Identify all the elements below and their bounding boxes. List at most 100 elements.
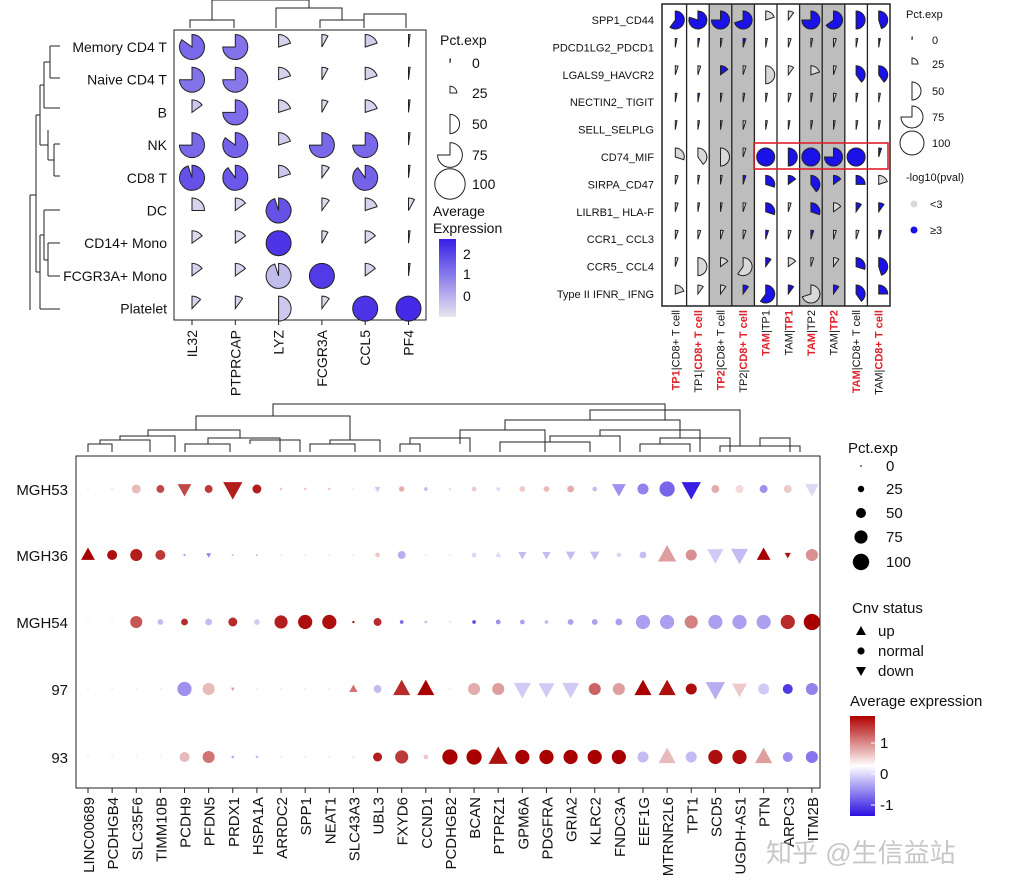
bt-legend-cnv-title: Cnv status bbox=[852, 600, 923, 617]
tr-legend-size-pie-75 bbox=[900, 105, 924, 129]
bt-legend-size-dot-100 bbox=[852, 553, 870, 571]
bt-mark-mgh54-prdx1 bbox=[228, 617, 238, 627]
tl-row-label-cd14-mono: CD14+ Mono bbox=[84, 235, 167, 251]
tr-pie-type-ii-ifnr-ifng-col0 bbox=[674, 284, 685, 295]
tr-legend-color-dot-0 bbox=[910, 200, 918, 208]
bt-mark-mgh53-slc43a3 bbox=[352, 487, 355, 491]
tr-pie-sirpa-cd47-col4 bbox=[765, 174, 776, 188]
bt-mark-mgh36-prdx1 bbox=[231, 554, 235, 557]
tl-pie-b-il32 bbox=[191, 99, 203, 114]
tr-col-label-7-part-1: TP2 bbox=[829, 310, 841, 330]
tl-pie-naive-cd4-t-pf4 bbox=[408, 66, 411, 80]
bt-mark-93-klrc2 bbox=[587, 749, 602, 765]
bt-mark-97-hspa1a bbox=[255, 687, 258, 691]
tl-legend-size-label-25: 25 bbox=[472, 85, 488, 101]
bt-mark-93-arrdc2 bbox=[280, 755, 283, 759]
tr-pie-lgals9-havcr2-col5 bbox=[787, 65, 795, 77]
bt-mark-mgh53-ubl3 bbox=[374, 486, 381, 493]
tr-pie-ccr1-ccl3-col2 bbox=[720, 229, 724, 240]
bt-mark-mgh54-slc35f6 bbox=[130, 615, 143, 629]
bt-legend-size-title: Pct.exp bbox=[848, 440, 898, 457]
bt-legend-cnv-down-icon bbox=[856, 667, 866, 676]
bt-mark-mgh36-scd5 bbox=[707, 549, 724, 564]
tl-pie-cd8-t-lyz bbox=[278, 164, 292, 179]
bt-mark-mgh54-ccnd1 bbox=[424, 620, 428, 624]
bt-col-label-pfdn5: PFDN5 bbox=[202, 797, 219, 846]
bt-mark-mgh36-timm10b bbox=[155, 550, 166, 560]
tr-pie-nectin2-tigit-col8 bbox=[855, 92, 859, 103]
tr-pie-ccr5-ccl4-col5 bbox=[787, 257, 797, 268]
tl-pie-cd8-t-ptprcap bbox=[222, 164, 249, 191]
bt-mark-97-spp1 bbox=[304, 687, 307, 691]
top-right-pie-marks bbox=[669, 10, 889, 304]
tl-pie-cd8-t-il32 bbox=[179, 164, 205, 191]
tr-pie-sell-selplg-col1 bbox=[697, 120, 701, 130]
bt-mark-mgh54-itm2b bbox=[803, 613, 821, 631]
bt-mark-mgh36-neat1 bbox=[328, 553, 331, 557]
tr-pie-ccr5-ccl4-col1 bbox=[697, 257, 708, 277]
tl-pie-b-lyz bbox=[278, 99, 292, 114]
tr-pie-lgals9-havcr2-col6 bbox=[810, 65, 821, 76]
tr-pie-pdcd1lg2-pdcd1-col2 bbox=[720, 37, 723, 48]
tr-pie-lgals9-havcr2-col7 bbox=[833, 65, 837, 75]
tr-pie-lilrb1-hla-f-col0 bbox=[674, 202, 679, 212]
bt-mark-93-hspa1a bbox=[255, 755, 259, 759]
tr-col-label-1-part-2: CD8+ T cell bbox=[693, 310, 705, 370]
bt-mark-97-scd5 bbox=[705, 682, 726, 700]
tr-pie-sirpa-cd47-col7 bbox=[833, 174, 842, 186]
bt-mark-mgh36-itm2b bbox=[805, 548, 818, 562]
bt-mark-mgh36-arpc3 bbox=[784, 552, 791, 559]
bt-mark-mgh53-eef1g bbox=[637, 483, 649, 495]
tr-col-label-9: TAM|CD8+ T cell bbox=[874, 310, 886, 395]
bt-mark-mgh36-slc43a3 bbox=[352, 553, 355, 557]
bt-mark-mgh36-ccnd1 bbox=[424, 553, 427, 557]
tr-pie-spp1-cd44-col3 bbox=[733, 10, 753, 30]
tr-pie-lilrb1-hla-f-col2 bbox=[720, 202, 723, 212]
bt-mark-97-timm10b bbox=[159, 687, 162, 691]
bt-col-label-slc35f6: SLC35F6 bbox=[129, 797, 146, 860]
bt-mark-mgh54-pcdhgb2 bbox=[448, 620, 452, 624]
tl-pie-memory-cd4-t-il32 bbox=[179, 33, 205, 60]
tl-pie-nk-lyz bbox=[278, 132, 292, 146]
tl-pie-nk-fcgr3a bbox=[308, 132, 335, 159]
bt-legend-color-title: Average expression bbox=[850, 693, 982, 710]
bt-legend-size-dot-75 bbox=[854, 530, 868, 544]
tr-row-label-spp1-cd44: SPP1_CD44 bbox=[592, 15, 654, 27]
tr-pie-ccr5-ccl4-col2 bbox=[720, 257, 729, 268]
tr-row-label-ccr1-ccl3: CCR1_ CCL3 bbox=[587, 234, 654, 246]
bt-mark-mgh54-pcdh9 bbox=[181, 618, 188, 626]
tr-pie-lilrb1-hla-f-col8 bbox=[855, 202, 863, 214]
bt-mark-mgh54-klrc2 bbox=[591, 619, 598, 625]
tr-pie-lilrb1-hla-f-col3 bbox=[742, 202, 747, 212]
bt-mark-93-timm10b bbox=[159, 756, 162, 758]
bt-mark-97-ptn bbox=[758, 683, 770, 695]
bt-col-label-ptprz1: PTPRZ1 bbox=[491, 797, 508, 855]
bt-mark-93-prdx1 bbox=[231, 755, 235, 759]
tr-pie-ccr1-ccl3-col8 bbox=[855, 229, 860, 240]
bt-mark-93-gpm6a bbox=[515, 749, 530, 765]
tr-pie-lgals9-havcr2-col1 bbox=[697, 65, 702, 75]
tl-pie-memory-cd4-t-fcgr3a bbox=[321, 33, 329, 48]
tr-pie-pdcd1lg2-pdcd1-col6 bbox=[810, 37, 814, 48]
tl-pie-nk-ptprcap bbox=[222, 132, 249, 159]
tr-pie-ccr5-ccl4-col6 bbox=[810, 257, 815, 267]
tr-pie-lilrb1-hla-f-col4 bbox=[765, 202, 776, 216]
tr-legend-size-label-50: 50 bbox=[932, 86, 944, 98]
bt-mark-97-tpt1 bbox=[685, 683, 697, 695]
bt-col-label-eef1g: EEF1G bbox=[636, 797, 653, 846]
tr-legend-size-label-75: 75 bbox=[932, 112, 944, 124]
bt-mark-93-eef1g bbox=[637, 751, 649, 763]
tr-pie-nectin2-tigit-col3 bbox=[742, 92, 746, 103]
tl-row-label-memory-cd4-t: Memory CD4 T bbox=[72, 39, 167, 55]
tr-pie-ccr5-ccl4-col9 bbox=[878, 257, 889, 276]
bt-mark-mgh54-ptprz1 bbox=[495, 619, 501, 625]
bt-legend-color-tick-0: 1 bbox=[880, 735, 888, 752]
tl-pie-dc-lyz bbox=[265, 197, 292, 224]
bt-mark-mgh54-pcdhgb4 bbox=[111, 621, 114, 623]
bt-col-label-fxyd6: FXYD6 bbox=[395, 797, 412, 845]
bt-legend-size-dot-50 bbox=[856, 508, 866, 518]
tr-pie-pdcd1lg2-pdcd1-col0 bbox=[674, 37, 678, 48]
tr-pie-ccr5-ccl4-col0 bbox=[674, 257, 679, 267]
tr-pie-nectin2-tigit-col1 bbox=[697, 92, 701, 103]
bt-mark-mgh54-pdgfra bbox=[544, 620, 549, 624]
